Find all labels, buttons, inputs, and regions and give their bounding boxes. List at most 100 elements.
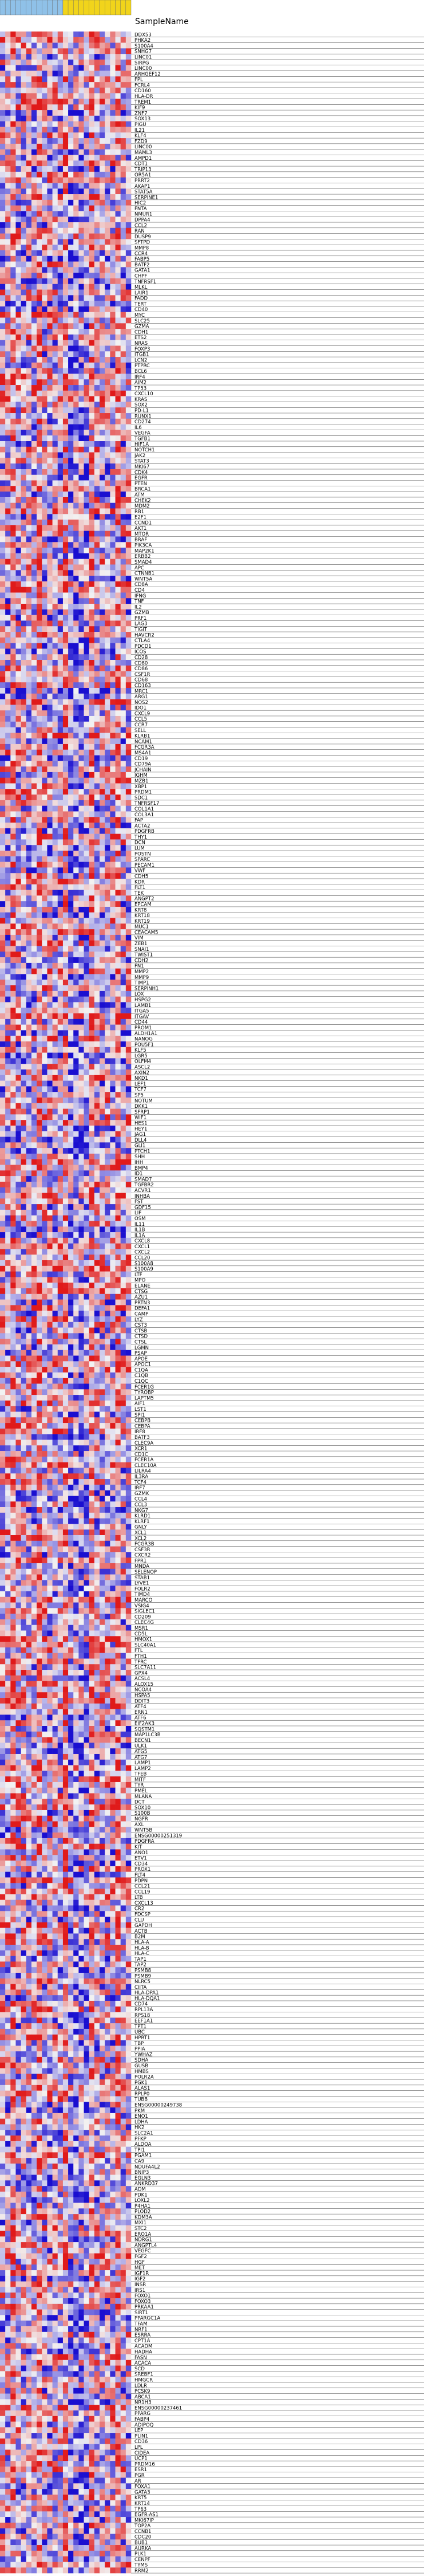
heatmap-cell bbox=[84, 721, 90, 727]
heatmap-cell bbox=[5, 306, 11, 313]
heatmap-cell bbox=[21, 968, 27, 974]
heatmap-cell bbox=[120, 351, 126, 357]
heatmap-cell bbox=[47, 104, 53, 111]
heatmap-cell bbox=[115, 1075, 121, 1081]
heatmap-cell bbox=[125, 32, 132, 38]
heatmap-cell bbox=[21, 671, 27, 677]
heatmap-cell bbox=[21, 502, 27, 509]
heatmap-cell bbox=[26, 357, 32, 363]
heatmap-cell bbox=[10, 845, 16, 851]
heatmap-cell bbox=[73, 278, 79, 285]
heatmap-cell bbox=[5, 289, 11, 296]
heatmap-cell bbox=[84, 385, 90, 391]
heatmap-cell bbox=[68, 194, 74, 200]
heatmap-cell bbox=[89, 772, 95, 778]
heatmap-cell bbox=[105, 968, 110, 974]
heatmap-cell bbox=[52, 548, 58, 554]
heatmap-cell bbox=[52, 789, 58, 795]
heatmap-cell bbox=[94, 1131, 100, 1137]
heatmap-cell bbox=[62, 817, 69, 823]
heatmap-cell bbox=[62, 1142, 69, 1149]
heatmap-cell bbox=[89, 873, 95, 879]
heatmap-cell bbox=[100, 946, 105, 952]
heatmap-cell bbox=[62, 968, 69, 974]
heatmap-cell bbox=[110, 536, 116, 542]
heatmap-cell bbox=[47, 839, 53, 845]
heatmap-cell bbox=[125, 1052, 132, 1059]
heatmap-cell bbox=[125, 217, 132, 223]
heatmap-cell bbox=[120, 289, 126, 296]
heatmap-cell bbox=[10, 407, 16, 414]
heatmap-cell bbox=[21, 65, 27, 71]
heatmap-cell bbox=[42, 677, 47, 683]
heatmap-cell bbox=[5, 918, 11, 924]
heatmap-cell bbox=[21, 385, 27, 391]
heatmap-cell bbox=[42, 671, 47, 677]
heatmap-cell bbox=[68, 486, 74, 492]
heatmap-cell bbox=[73, 867, 79, 874]
heatmap-cell bbox=[89, 693, 95, 699]
heatmap-cell bbox=[78, 1120, 84, 1126]
heatmap-cell bbox=[94, 32, 100, 38]
heatmap-cell bbox=[52, 430, 58, 436]
heatmap-cell bbox=[94, 665, 100, 671]
heatmap-cell bbox=[57, 474, 64, 481]
heatmap-cell bbox=[26, 576, 32, 582]
heatmap-cell bbox=[62, 469, 69, 475]
heatmap-cell bbox=[110, 811, 116, 817]
heatmap-cell bbox=[21, 93, 27, 99]
heatmap-cell bbox=[100, 59, 105, 66]
heatmap-cell bbox=[52, 772, 58, 778]
heatmap-cell bbox=[21, 407, 27, 414]
heatmap-cell bbox=[105, 699, 110, 705]
heatmap-cell bbox=[120, 823, 126, 829]
heatmap-cell bbox=[47, 402, 53, 408]
heatmap-cell bbox=[37, 110, 42, 116]
heatmap-cell bbox=[15, 261, 21, 268]
heatmap-cell bbox=[100, 1047, 105, 1053]
heatmap-cell bbox=[26, 334, 32, 341]
heatmap-cell bbox=[84, 227, 90, 234]
heatmap-cell bbox=[62, 800, 69, 806]
heatmap-cell bbox=[10, 245, 16, 251]
heatmap-cell bbox=[100, 390, 105, 396]
heatmap-cell bbox=[15, 906, 21, 913]
heatmap-cell bbox=[115, 115, 121, 122]
heatmap-cell bbox=[73, 738, 79, 745]
heatmap-cell bbox=[31, 862, 37, 868]
heatmap-cell bbox=[15, 536, 21, 542]
heatmap-cell bbox=[52, 845, 58, 851]
heatmap-cell bbox=[84, 795, 90, 801]
heatmap-cell bbox=[57, 811, 64, 817]
heatmap-cell bbox=[21, 329, 27, 335]
heatmap-cell bbox=[100, 884, 105, 890]
heatmap-cell bbox=[10, 385, 16, 391]
heatmap-cell bbox=[84, 329, 90, 335]
heatmap-cell bbox=[94, 491, 100, 498]
heatmap-cell bbox=[105, 671, 110, 677]
heatmap-cell bbox=[21, 284, 27, 290]
heatmap-cell bbox=[5, 895, 11, 902]
heatmap-cell bbox=[105, 480, 110, 486]
heatmap-cell bbox=[57, 99, 64, 105]
heatmap-cell bbox=[120, 514, 126, 520]
heatmap-cell bbox=[84, 1047, 90, 1053]
heatmap-cell bbox=[78, 1142, 84, 1149]
heatmap-cell bbox=[94, 738, 100, 745]
heatmap-cell bbox=[5, 474, 11, 481]
heatmap-cell bbox=[57, 1108, 64, 1115]
heatmap-cell bbox=[125, 1008, 132, 1014]
heatmap-cell bbox=[68, 934, 74, 941]
heatmap-cell bbox=[125, 435, 132, 442]
sample-header-cell bbox=[47, 0, 53, 15]
heatmap-cell bbox=[10, 1092, 16, 1098]
heatmap-cell bbox=[105, 654, 110, 660]
heatmap-cell bbox=[78, 317, 84, 324]
heatmap-cell bbox=[89, 48, 95, 54]
heatmap-cell bbox=[10, 576, 16, 582]
heatmap-cell bbox=[125, 194, 132, 200]
heatmap-cell bbox=[84, 733, 90, 739]
heatmap-cell bbox=[68, 548, 74, 554]
heatmap-cell bbox=[57, 710, 64, 717]
heatmap-cell bbox=[37, 1036, 42, 1042]
